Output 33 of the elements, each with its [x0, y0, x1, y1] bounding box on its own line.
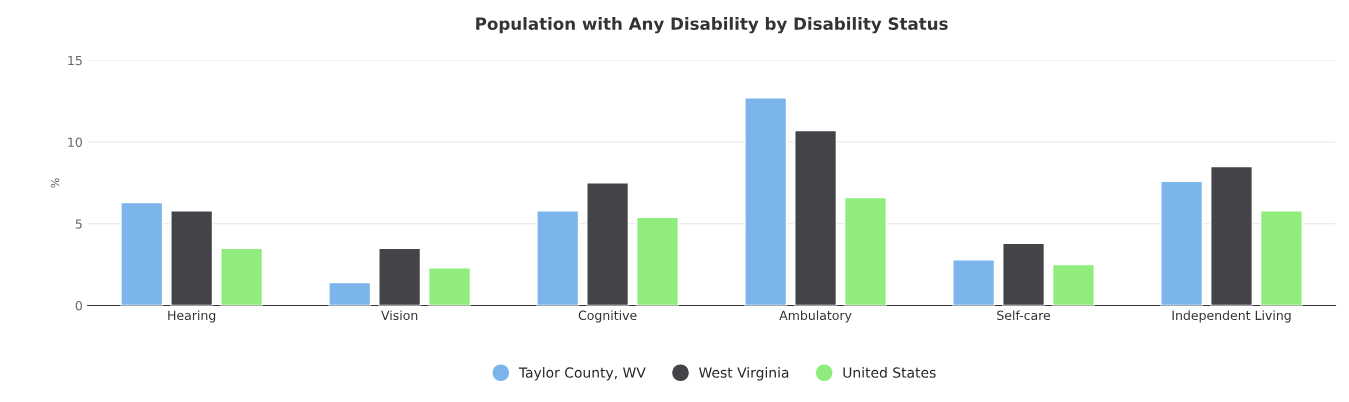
bar: [170, 210, 214, 306]
bar: [794, 129, 838, 306]
x-tick-label: Ambulatory: [779, 310, 852, 323]
y-tick-label: 15: [68, 55, 82, 66]
bar: [636, 216, 680, 306]
bar: [220, 247, 264, 306]
legend-label: United States: [843, 367, 936, 378]
bar: [1002, 242, 1046, 306]
y-axis-title: %: [50, 178, 60, 188]
bar: [428, 267, 472, 306]
bar: [1259, 210, 1303, 306]
legend-label: Taylor County, WV: [518, 367, 646, 381]
x-tick-label: Independent Living: [1172, 310, 1291, 323]
bar: [536, 210, 580, 306]
y-tick-label: 10: [68, 137, 82, 147]
legend-label: West Virginia: [699, 367, 789, 381]
chart-title: Population with Any Disability by Disability Status: [476, 17, 948, 34]
x-tick-label: Vision: [381, 310, 418, 321]
bar: [378, 247, 422, 306]
y-tick-label: 0: [75, 300, 82, 311]
bar: [744, 97, 788, 306]
y-tick-label: 5: [75, 219, 82, 229]
x-tick-label: Hearing: [168, 310, 216, 323]
bar: [1160, 180, 1204, 306]
bar: [120, 201, 164, 306]
bar: [1051, 263, 1095, 306]
bar: [1210, 165, 1254, 306]
bar: [328, 281, 372, 306]
bar: [586, 182, 630, 306]
bar: [952, 259, 996, 306]
bar: [844, 196, 887, 306]
x-tick-label: Cognitive: [578, 310, 637, 323]
x-tick-label: Self-care: [997, 310, 1051, 321]
